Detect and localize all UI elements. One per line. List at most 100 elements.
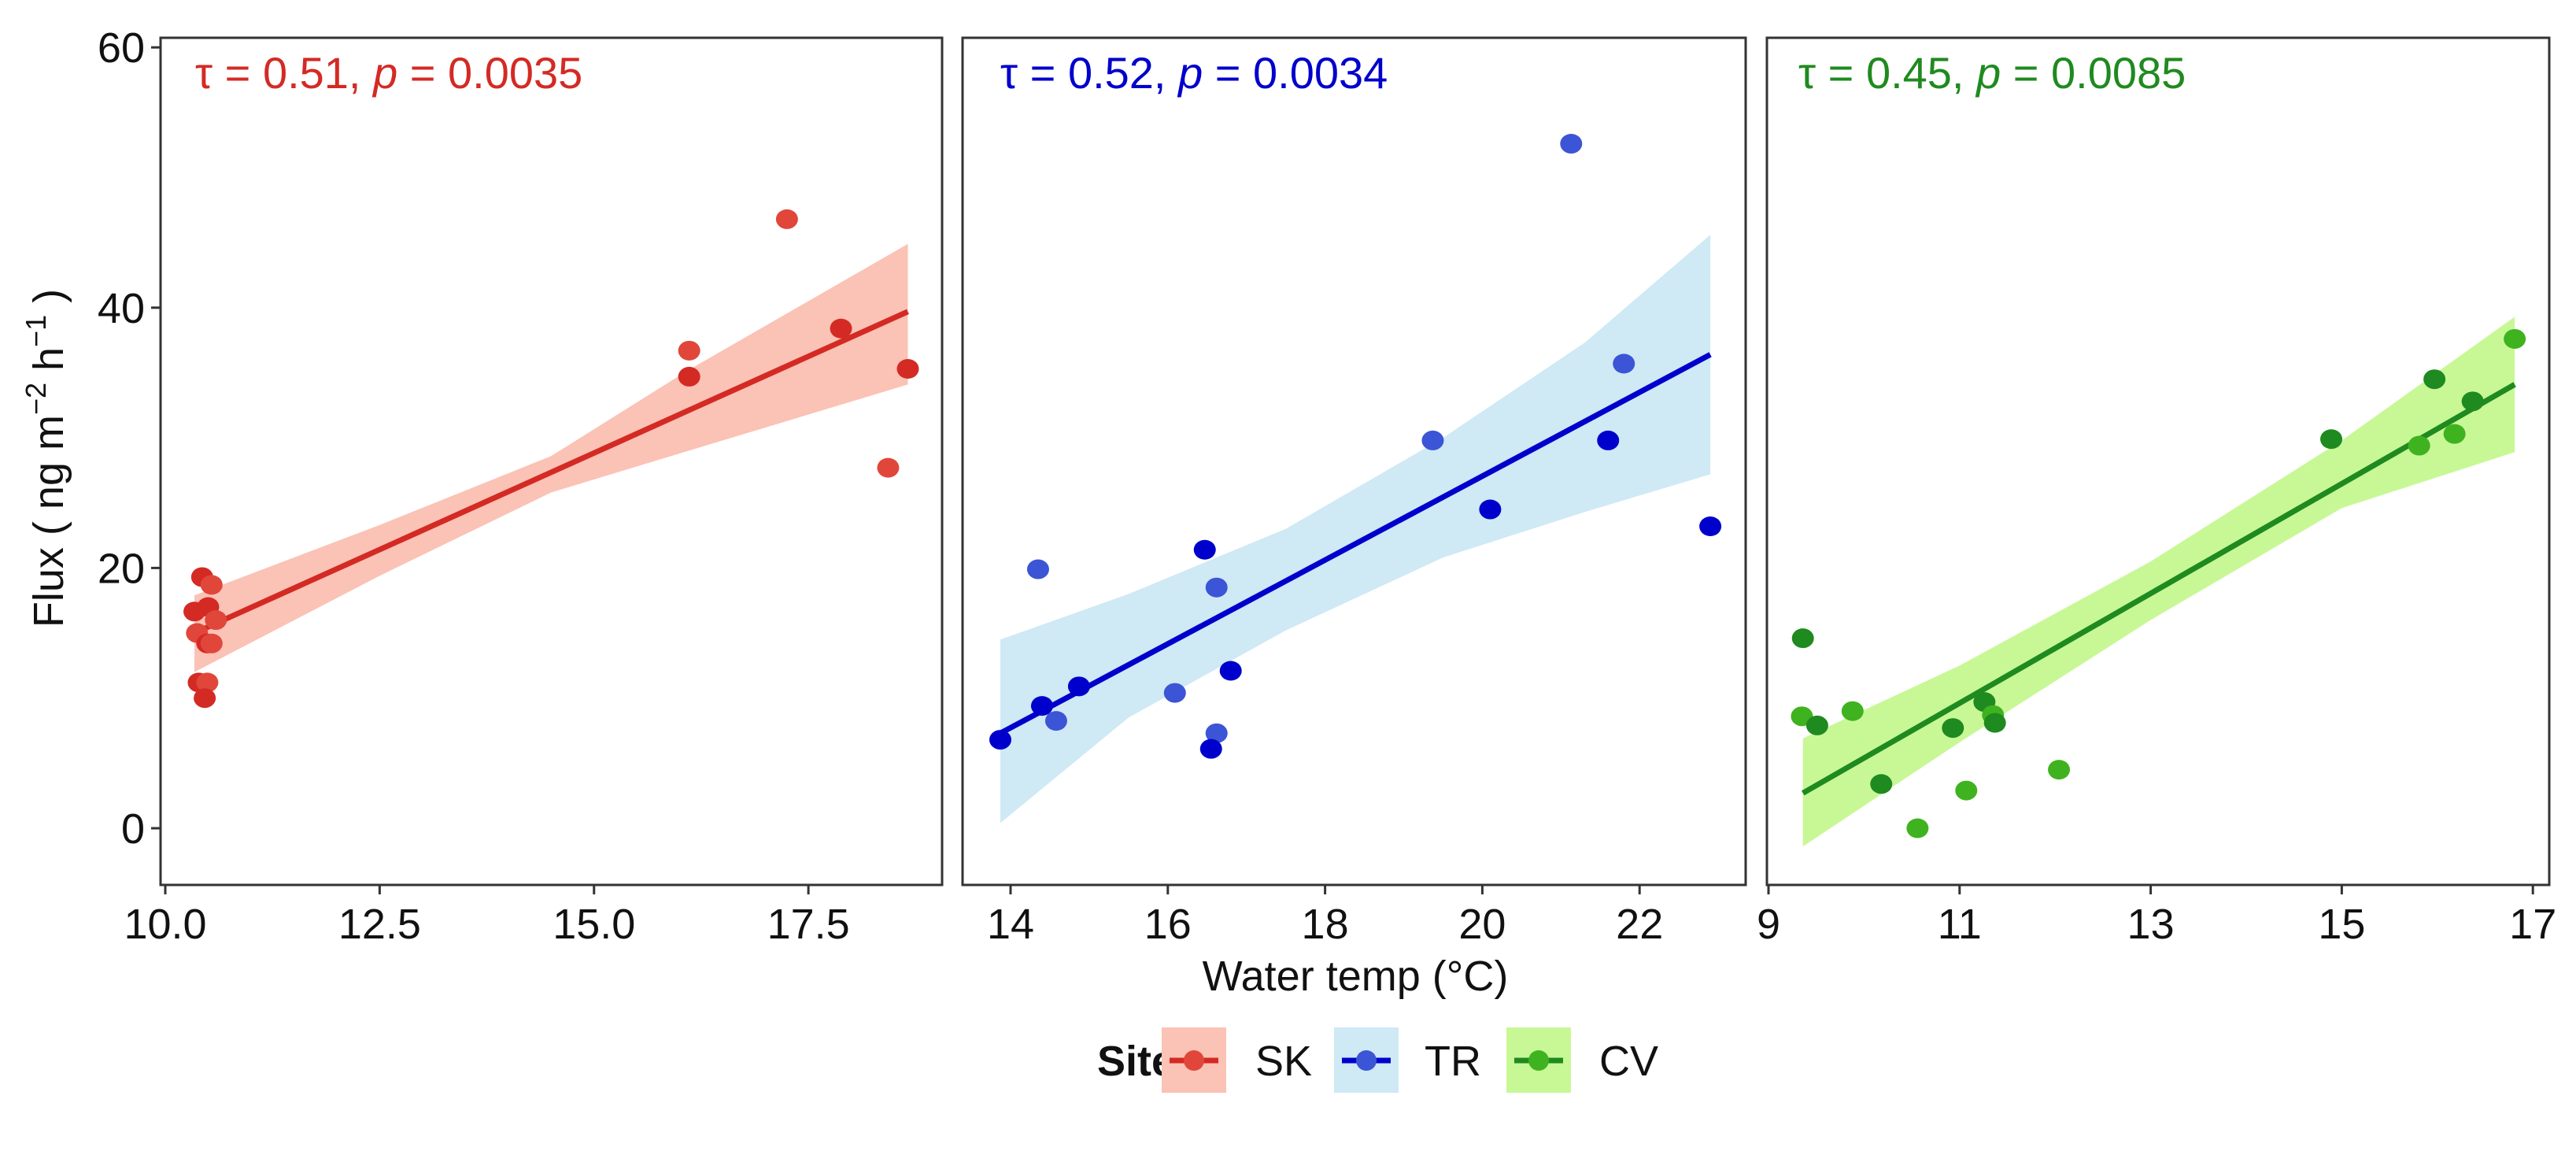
data-point xyxy=(2423,369,2446,390)
x-axis-label: Water temp (°C) xyxy=(1203,953,1509,1000)
regression-line xyxy=(193,309,909,636)
legend-item-sk: SK xyxy=(1162,1027,1312,1093)
data-point xyxy=(989,730,1012,750)
x-tick-label: 14 xyxy=(987,901,1034,948)
y-label-sup1: −2 xyxy=(20,383,52,415)
data-point xyxy=(1199,738,1222,759)
data-point xyxy=(2461,391,2484,412)
data-point xyxy=(2320,429,2343,450)
legend-label: TR xyxy=(1425,1038,1481,1085)
y-label-sup2: −1 xyxy=(20,315,52,347)
legend-label: SK xyxy=(1255,1038,1312,1085)
panels: 10.0 12.5 15.0 17.5 0 20 40 60 τ = 0.51, p = 0.0… xyxy=(98,24,2556,948)
data-point xyxy=(1030,696,1053,716)
correlation-annotation: τ = 0.51, p = 0.0035 xyxy=(195,48,582,98)
x-tick-label: 9 xyxy=(1757,901,1780,948)
data-point xyxy=(1805,715,1828,735)
data-point xyxy=(877,457,900,478)
y-tick-label: 0 xyxy=(121,805,145,853)
data-point xyxy=(1205,577,1228,598)
data-point xyxy=(200,633,223,653)
data-point xyxy=(1983,713,2006,733)
legend-item-cv: CV xyxy=(1506,1027,1658,1093)
data-point xyxy=(1163,683,1186,703)
data-point xyxy=(1421,430,1444,450)
y-label-main: Flux xyxy=(25,547,72,627)
x-tick-label: 11 xyxy=(1938,901,1982,948)
confidence-band xyxy=(194,243,908,672)
p-label: p xyxy=(1177,48,1203,98)
panel-frame xyxy=(961,36,1747,887)
data-point xyxy=(678,340,700,361)
data-point xyxy=(1067,676,1090,697)
x-tick-label: 18 xyxy=(1302,901,1349,948)
data-point xyxy=(1205,723,1228,743)
data-point xyxy=(2408,435,2430,456)
x-tick-label: 17 xyxy=(2509,901,2556,948)
data-point xyxy=(830,318,852,339)
y-label-close: ) xyxy=(25,289,72,315)
panel-sk: 10.0 12.5 15.0 17.5 0 20 40 60 τ = 0.51, p = 0.0… xyxy=(98,24,944,948)
data-point xyxy=(678,366,700,387)
data-point xyxy=(1613,354,1635,374)
stat-text: = 0.0085 xyxy=(2001,48,2186,98)
x-tick-label: 15.0 xyxy=(553,901,635,948)
y-axis-label: Flux ( ng m−2 h−1 ) xyxy=(20,289,72,627)
x-tick-label: 17.5 xyxy=(767,901,850,948)
data-point xyxy=(196,672,219,693)
panel-frame xyxy=(159,36,944,887)
data-point xyxy=(775,209,798,229)
data-point xyxy=(1841,701,1864,721)
legend: Site SK TR CV xyxy=(1097,1027,1658,1093)
legend-label: CV xyxy=(1599,1038,1658,1085)
data-point xyxy=(1791,628,1814,649)
data-point xyxy=(194,688,216,709)
y-tick-label: 20 xyxy=(98,545,145,592)
legend-key-point xyxy=(1184,1050,1204,1071)
panel-frame xyxy=(1765,36,2551,887)
data-point xyxy=(1955,780,1978,801)
panel-tr: 14 16 18 20 22 τ = 0.52, p = 0.0034 xyxy=(961,36,1747,948)
data-point xyxy=(1026,559,1049,579)
x-tick-label: 12.5 xyxy=(338,901,421,948)
legend-key-point xyxy=(1356,1050,1377,1071)
data-point xyxy=(2443,424,2466,444)
y-label-open: ( ng m xyxy=(25,415,72,535)
data-point xyxy=(1193,539,1216,560)
data-point xyxy=(1942,718,1964,738)
confidence-band xyxy=(1802,316,2515,847)
data-point xyxy=(205,610,227,631)
stat-text: τ = 0.52, xyxy=(1000,48,1178,98)
x-tick-label: 22 xyxy=(1616,901,1663,948)
data-point xyxy=(2048,760,2071,780)
data-point xyxy=(1906,818,1929,838)
data-point xyxy=(1044,711,1067,731)
legend-key-point xyxy=(1528,1050,1549,1071)
stat-text: τ = 0.51, xyxy=(195,48,373,98)
p-label: p xyxy=(371,48,397,98)
stat-text: τ = 0.45, xyxy=(1798,48,1976,98)
stat-text: = 0.0035 xyxy=(397,48,582,98)
correlation-annotation: τ = 0.45, p = 0.0085 xyxy=(1798,48,2186,98)
correlation-annotation: τ = 0.52, p = 0.0034 xyxy=(1000,48,1388,98)
x-tick-label: 15 xyxy=(2318,901,2365,948)
y-tick-label: 60 xyxy=(98,24,145,72)
data-point xyxy=(1597,430,1620,450)
panel-cv: 9 11 13 15 17 τ = 0.45, p = 0.0085 xyxy=(1757,36,2556,948)
regression-line xyxy=(999,352,1712,736)
x-tick-label: 20 xyxy=(1458,901,1506,948)
data-point xyxy=(2504,328,2526,349)
data-point xyxy=(896,358,919,379)
regression-line xyxy=(1801,382,2516,796)
data-point xyxy=(200,575,223,595)
y-label-mid: h xyxy=(25,347,72,383)
data-point xyxy=(1699,516,1722,537)
x-tick-label: 10.0 xyxy=(124,901,206,948)
x-tick-label: 13 xyxy=(2127,901,2175,948)
legend-item-tr: TR xyxy=(1334,1027,1481,1093)
x-tick-label: 16 xyxy=(1144,901,1192,948)
p-label: p xyxy=(1975,48,2001,98)
data-point xyxy=(1219,661,1242,681)
data-point xyxy=(1560,134,1583,154)
